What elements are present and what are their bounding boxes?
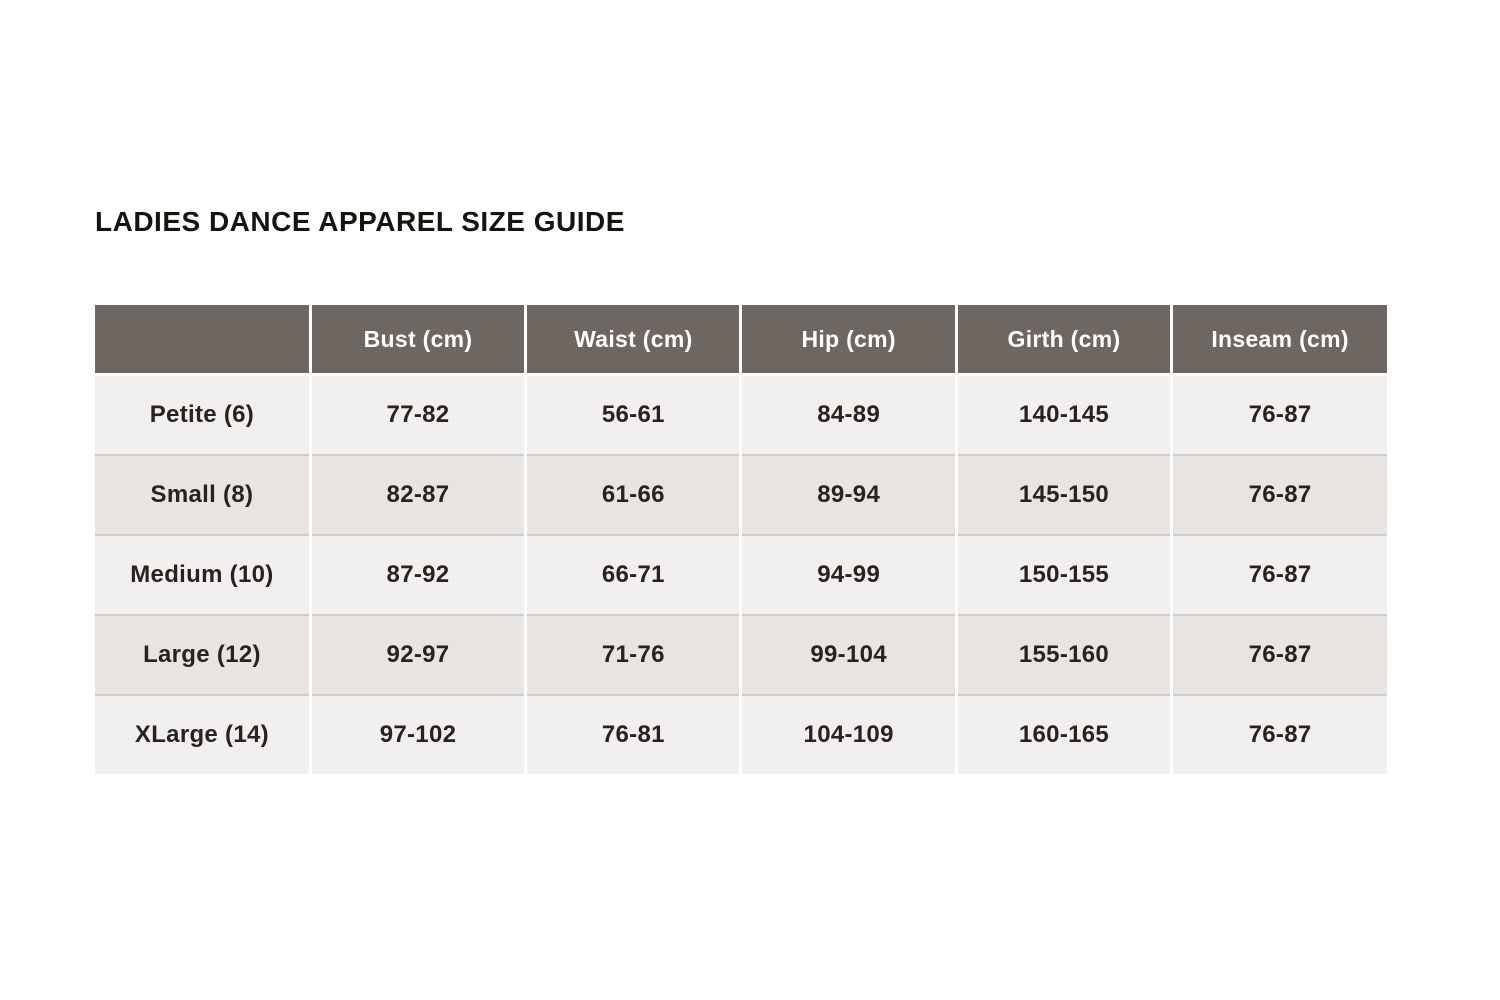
table-body: Petite (6) 77-82 56-61 84-89 140-145 76-87 Sma… — [95, 373, 1387, 774]
header-cell: Waist (cm) — [524, 305, 741, 375]
value-cell: 155-160 — [954, 614, 1172, 695]
value-cell: 89-94 — [739, 454, 957, 535]
table-row: Large (12) 92-97 71-76 99-104 155-160 76-87 — [95, 614, 1387, 695]
table-row: XLarge (14) 97-102 76-81 104-109 160-165 76-8… — [95, 694, 1387, 774]
row-label-cell: XLarge (14) — [95, 694, 311, 774]
value-cell: 92-97 — [308, 614, 526, 695]
value-cell: 145-150 — [954, 454, 1172, 535]
header-cell: Hip (cm) — [739, 305, 957, 375]
header-cell: Bust (cm) — [308, 305, 526, 375]
value-cell: 140-145 — [954, 373, 1172, 455]
value-cell: 71-76 — [524, 614, 741, 695]
page-title: LADIES DANCE APPAREL SIZE GUIDE — [95, 206, 625, 237]
header-cell: Inseam (cm) — [1170, 305, 1387, 375]
table-row: Medium (10) 87-92 66-71 94-99 150-155 76-87 — [95, 534, 1387, 615]
value-cell: 76-87 — [1170, 454, 1387, 535]
value-cell: 66-71 — [524, 534, 741, 615]
row-label-cell: Large (12) — [95, 614, 311, 695]
value-cell: 87-92 — [308, 534, 526, 615]
value-cell: 94-99 — [739, 534, 957, 615]
value-cell: 77-82 — [308, 373, 526, 455]
value-cell: 76-87 — [1170, 694, 1387, 774]
row-label-cell: Small (8) — [95, 454, 311, 535]
value-cell: 82-87 — [308, 454, 526, 535]
value-cell: 76-87 — [1170, 373, 1387, 455]
value-cell: 76-87 — [1170, 534, 1387, 615]
value-cell: 76-87 — [1170, 614, 1387, 695]
value-cell: 160-165 — [954, 694, 1172, 774]
row-label-cell: Medium (10) — [95, 534, 311, 615]
value-cell: 97-102 — [308, 694, 526, 774]
value-cell: 61-66 — [524, 454, 741, 535]
row-label-cell: Petite (6) — [95, 373, 311, 455]
header-cell-empty — [95, 305, 311, 375]
value-cell: 56-61 — [524, 373, 741, 455]
value-cell: 150-155 — [954, 534, 1172, 615]
value-cell: 84-89 — [739, 373, 957, 455]
value-cell: 76-81 — [524, 694, 741, 774]
value-cell: 99-104 — [739, 614, 957, 695]
header-cell: Girth (cm) — [954, 305, 1172, 375]
size-guide-table: Bust (cm) Waist (cm) Hip (cm) Girth (cm) Ins… — [95, 305, 1387, 774]
header-row: Bust (cm) Waist (cm) Hip (cm) Girth (cm) Ins… — [95, 305, 1387, 375]
table-row: Small (8) 82-87 61-66 89-94 145-150 76-87 — [95, 454, 1387, 535]
table-header: Bust (cm) Waist (cm) Hip (cm) Girth (cm) Ins… — [95, 305, 1387, 375]
value-cell: 104-109 — [739, 694, 957, 774]
table-row: Petite (6) 77-82 56-61 84-89 140-145 76-87 — [95, 373, 1387, 455]
